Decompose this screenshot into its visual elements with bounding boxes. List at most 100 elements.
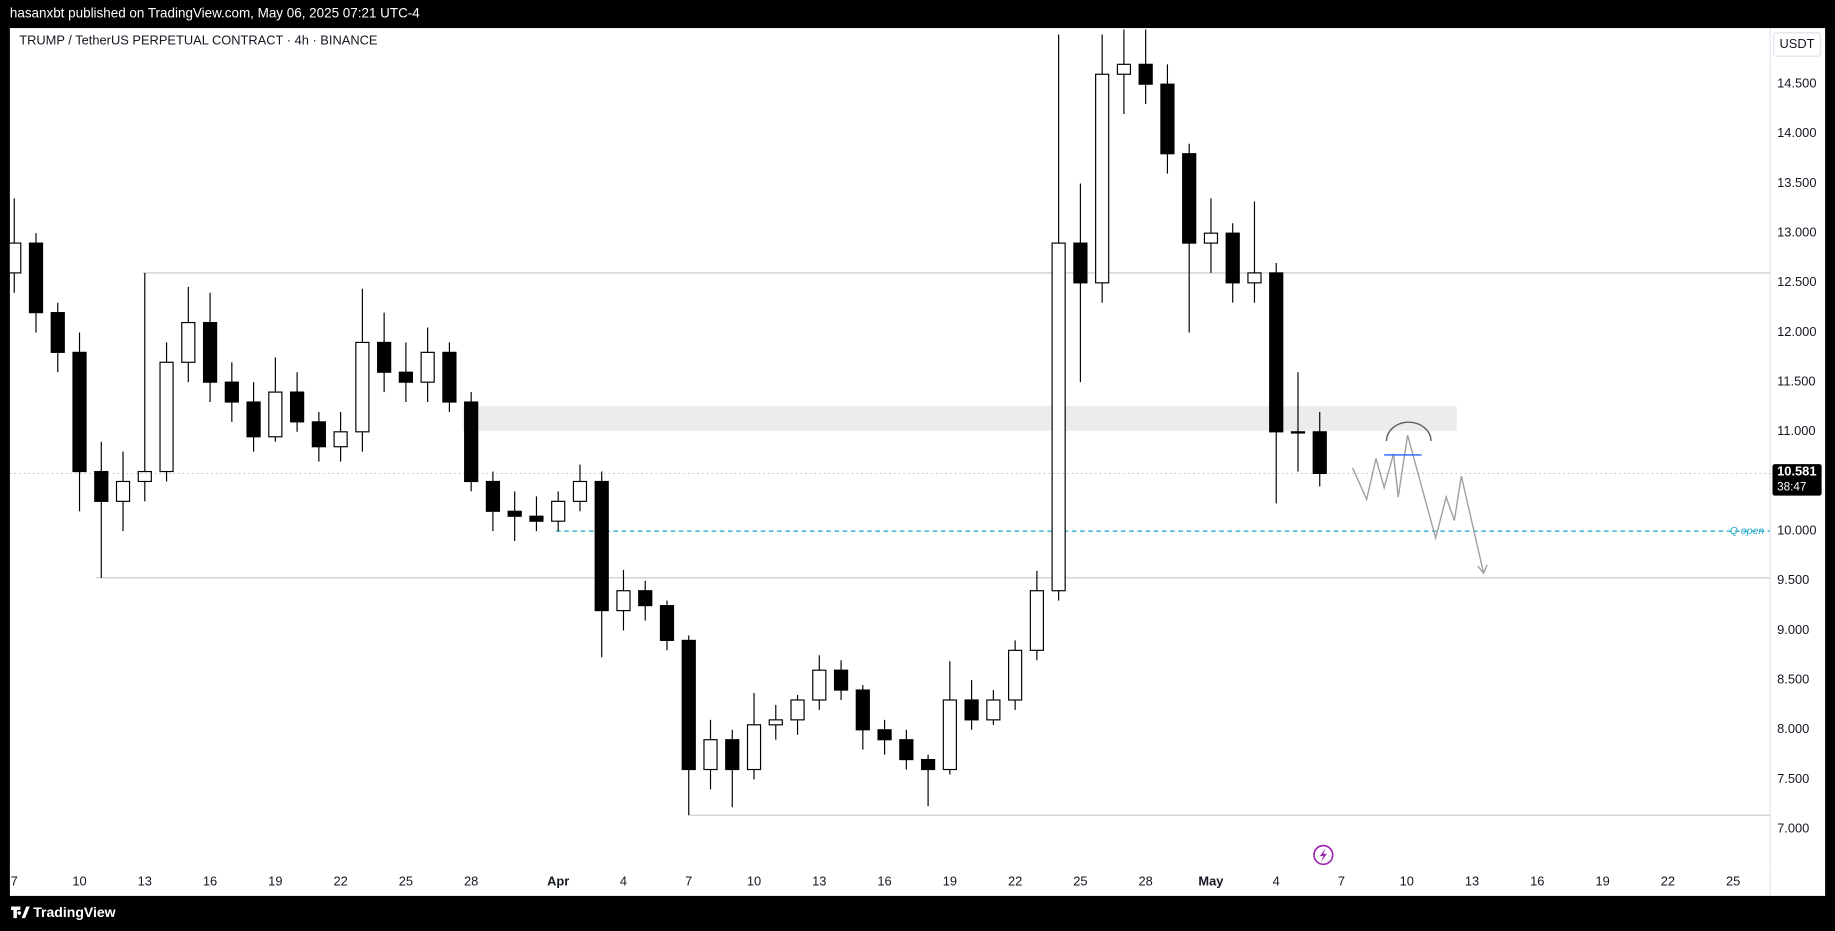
candle-body: [877, 729, 892, 741]
candle-body: [1290, 431, 1306, 434]
candle-body: [464, 401, 479, 483]
x-tick-label: 25: [399, 873, 413, 888]
candle-body: [289, 391, 305, 423]
candle-body: [1247, 272, 1262, 284]
x-tick-label: 4: [1273, 873, 1280, 888]
y-tick-label: 9.000: [1777, 622, 1809, 637]
arrow-head: [1477, 564, 1488, 575]
y-tick-label: 7.500: [1777, 771, 1809, 786]
candle-body: [377, 341, 392, 373]
candle-body: [181, 321, 196, 363]
candle-body: [855, 689, 870, 731]
y-tick-label: 8.500: [1777, 672, 1809, 687]
candle-body: [28, 242, 44, 314]
candle-body: [746, 724, 762, 771]
candle-body: [202, 321, 218, 383]
y-tick-label: 11.000: [1777, 423, 1815, 438]
y-tick-label: 7.000: [1777, 820, 1809, 835]
last-price-box: [1772, 464, 1822, 496]
countdown: 38:47: [1777, 481, 1806, 494]
candle-body: [681, 639, 696, 771]
candle-body: [572, 480, 588, 502]
x-tick-label: 13: [1465, 873, 1479, 888]
x-tick-label: 22: [333, 873, 347, 888]
candle-body: [137, 470, 152, 483]
candle-body: [529, 515, 544, 522]
candle-body: [986, 699, 1001, 721]
candle-body: [224, 381, 239, 403]
candle-body: [1225, 232, 1240, 284]
chart-pane: [9, 28, 1826, 896]
candle-body: [1269, 272, 1284, 433]
brand-logo: [11, 906, 30, 919]
x-tick-label: 19: [268, 873, 282, 888]
candle-body: [420, 351, 435, 383]
candle-body: [725, 739, 740, 771]
candle-body: [1029, 590, 1044, 651]
candle-body: [638, 590, 653, 607]
candle-body: [790, 699, 805, 721]
candle-body: [1312, 431, 1327, 475]
candle-body: [159, 361, 174, 473]
lightning-icon: [1313, 844, 1334, 866]
candle-body: [659, 605, 675, 641]
projection-drawing: [1351, 421, 1488, 575]
x-tick-label: 13: [138, 873, 152, 888]
candle-body: [1160, 83, 1175, 155]
y-tick-label: 12.500: [1777, 274, 1816, 289]
candle-body: [485, 480, 501, 512]
x-tick-label: 28: [464, 873, 478, 888]
candle-body: [616, 590, 631, 612]
y-tick-label: 14.500: [1777, 76, 1816, 91]
x-tick-label: 16: [203, 873, 217, 888]
candle-body: [1203, 232, 1219, 244]
x-tick-label: 25: [1726, 873, 1740, 888]
candle-body: [72, 351, 87, 473]
y-tick-label: 11.500: [1777, 374, 1815, 389]
plot: [9, 29, 1771, 816]
x-tick-label: 7: [685, 873, 692, 888]
candle-body: [1138, 63, 1153, 85]
x-tick-label: 19: [1595, 873, 1609, 888]
candle-body: [703, 739, 718, 771]
currency-box: [1773, 32, 1822, 57]
candle-body: [1182, 153, 1197, 244]
x-tick-label: 10: [72, 873, 86, 888]
candle-body: [899, 739, 914, 761]
candle-body: [9, 242, 22, 274]
candle-body: [246, 401, 261, 438]
x-tick-label: 7: [11, 873, 18, 888]
x-tick-label: Apr: [547, 873, 569, 888]
y-tick-label: 10.000: [1777, 523, 1816, 538]
candle-body: [942, 699, 957, 771]
candle-body: [311, 421, 326, 448]
last-price: 10.581: [1777, 464, 1816, 479]
arc: [1385, 421, 1432, 441]
x-tick-label: 16: [1530, 873, 1544, 888]
candle-body: [115, 480, 131, 502]
x-tick-label: 10: [1400, 873, 1414, 888]
publisher: hasanxbt published on TradingView.com, M…: [10, 6, 420, 21]
candle-body: [398, 371, 414, 383]
zone: [462, 405, 1457, 431]
candle-body: [1051, 242, 1066, 592]
candle-body: [1116, 63, 1132, 75]
candle-body: [442, 351, 457, 403]
candle-body: [50, 312, 65, 353]
x-tick-label: 16: [877, 873, 891, 888]
y-tick-label: 8.000: [1777, 721, 1809, 736]
candle-body: [551, 500, 566, 522]
candle-body: [355, 341, 370, 433]
x-tick-label: 25: [1073, 873, 1087, 888]
currency: USDT: [1780, 36, 1815, 51]
y-tick-label: 14.000: [1777, 125, 1816, 140]
candle-body: [964, 699, 979, 721]
x-tick-label: 19: [943, 873, 957, 888]
candle-body: [833, 669, 849, 691]
chart-title: TRUMP / TetherUS PERPETUAL CONTRACT · 4h…: [19, 32, 378, 47]
y-tick-label: 13.000: [1777, 225, 1816, 240]
candle-body: [1073, 242, 1088, 284]
x-tick-label: May: [1198, 873, 1224, 888]
candle-body: [920, 758, 936, 771]
